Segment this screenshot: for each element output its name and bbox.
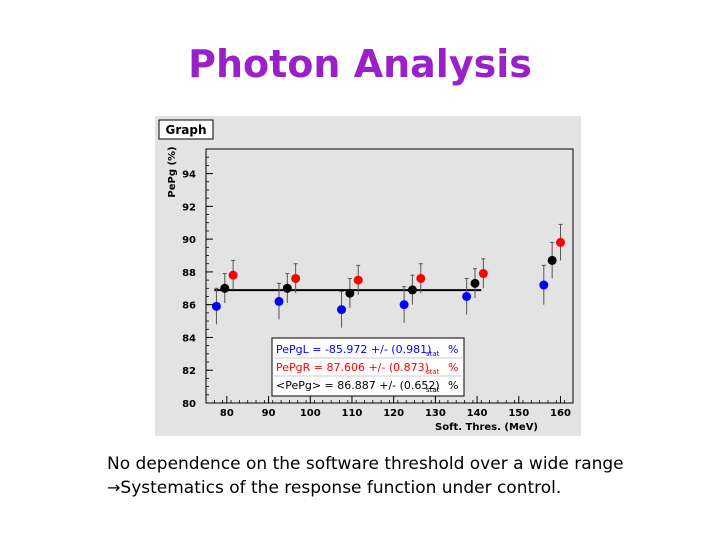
x-tick-label: 160 bbox=[550, 408, 571, 419]
slide-title: Photon Analysis bbox=[188, 42, 532, 86]
slide-caption: No dependence on the software threshold … bbox=[107, 452, 624, 500]
legend-unit: % bbox=[448, 343, 458, 356]
caption-line-2-text: Systematics of the response function und… bbox=[120, 478, 562, 498]
legend-subscript: stat bbox=[426, 386, 440, 394]
data-point bbox=[555, 237, 565, 247]
x-tick-label: 100 bbox=[300, 408, 321, 419]
y-tick-label: 88 bbox=[182, 268, 196, 279]
y-tick-label: 94 bbox=[182, 170, 196, 181]
data-point bbox=[407, 285, 417, 295]
y-tick-label: 82 bbox=[182, 366, 196, 377]
x-tick-label: 130 bbox=[425, 408, 446, 419]
y-axis-label: PePg (%) bbox=[167, 146, 178, 197]
chart-svg: Graph 80 82 84 86 88 90 92 94 80 90 100 110 120 130 140… bbox=[155, 116, 581, 436]
legend-box bbox=[271, 337, 465, 397]
legend-entry: PePgR = 87.606 +/- (0.873) bbox=[276, 361, 429, 374]
x-tick-label: 150 bbox=[508, 408, 529, 419]
chart-title: Graph bbox=[166, 123, 207, 137]
legend-entry: PePgL = -85.972 +/- (0.981) bbox=[276, 343, 431, 356]
legend-subscript: stat bbox=[426, 350, 440, 358]
y-tick-label: 90 bbox=[182, 235, 196, 246]
y-tick-label: 86 bbox=[182, 301, 196, 312]
y-tick-label: 80 bbox=[182, 399, 196, 410]
data-point bbox=[337, 305, 347, 315]
data-point bbox=[399, 300, 409, 310]
y-tick-label: 92 bbox=[182, 202, 196, 213]
y-tick-label: 84 bbox=[182, 333, 196, 344]
data-point bbox=[228, 270, 238, 280]
legend-unit: % bbox=[448, 379, 458, 392]
data-point bbox=[539, 280, 549, 290]
legend-subscript: stat bbox=[426, 368, 440, 376]
data-point bbox=[470, 278, 480, 288]
data-point bbox=[478, 269, 488, 279]
data-point bbox=[547, 255, 557, 265]
data-point bbox=[211, 301, 221, 311]
arrow-right-icon: → bbox=[107, 478, 121, 497]
data-point bbox=[462, 291, 472, 301]
data-point bbox=[220, 283, 230, 293]
data-point bbox=[345, 288, 355, 298]
data-point bbox=[274, 296, 284, 306]
chart-figure: Graph 80 82 84 86 88 90 92 94 80 90 100 110 120 130 140… bbox=[155, 116, 581, 436]
caption-line-1: No dependence on the software threshold … bbox=[107, 454, 624, 474]
data-point bbox=[291, 273, 301, 283]
data-point bbox=[282, 283, 292, 293]
x-tick-label: 120 bbox=[383, 408, 404, 419]
x-tick-label: 80 bbox=[220, 408, 234, 419]
legend-unit: % bbox=[448, 361, 458, 374]
x-tick-label: 90 bbox=[262, 408, 276, 419]
caption-line-2: →Systematics of the response function un… bbox=[107, 476, 624, 500]
data-point bbox=[353, 275, 363, 285]
legend-entry: <PePg> = 86.887 +/- (0.652) bbox=[276, 379, 440, 392]
x-tick-label: 110 bbox=[342, 408, 363, 419]
x-tick-label: 140 bbox=[467, 408, 488, 419]
data-point bbox=[416, 273, 426, 283]
chart-title-box bbox=[158, 119, 214, 140]
x-axis-label: Soft. Thres. (MeV) bbox=[435, 422, 538, 433]
